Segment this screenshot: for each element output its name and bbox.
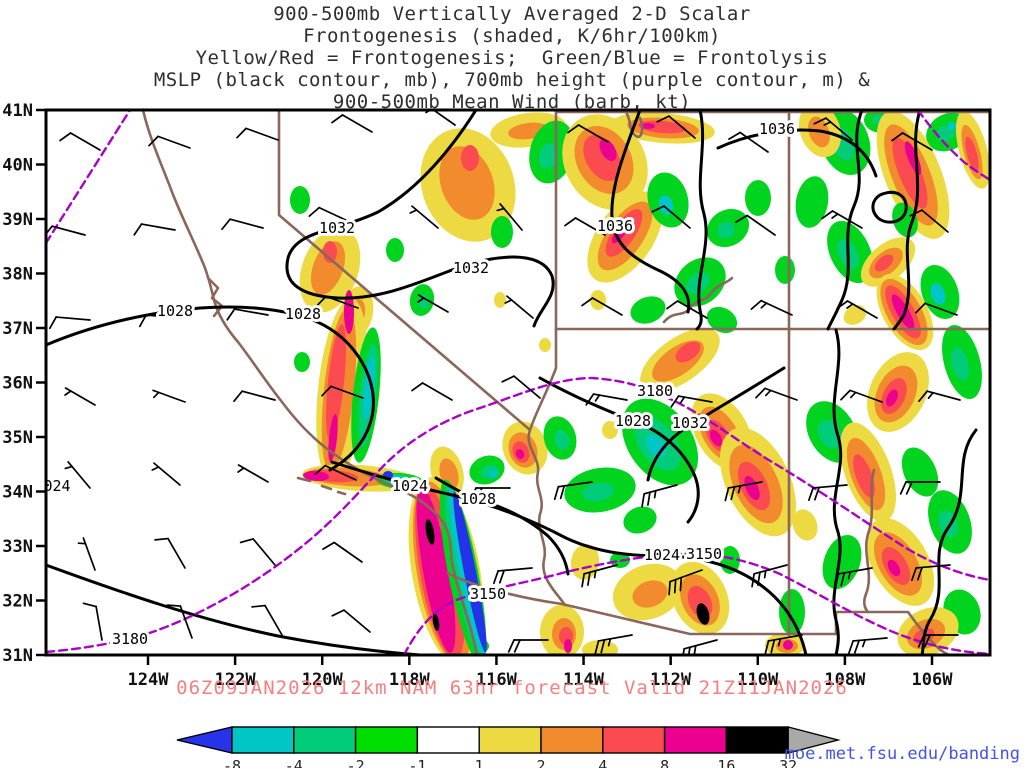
svg-text:1028: 1028 — [285, 305, 321, 323]
svg-text:34N: 34N — [2, 483, 33, 503]
svg-text:4: 4 — [598, 757, 607, 768]
svg-text:16: 16 — [717, 757, 735, 768]
svg-text:110W: 110W — [737, 670, 779, 690]
svg-text:118W: 118W — [389, 670, 431, 690]
svg-text:31N: 31N — [2, 646, 33, 666]
svg-text:35N: 35N — [2, 428, 33, 448]
svg-text:1032: 1032 — [319, 219, 355, 237]
svg-text:3180: 3180 — [112, 630, 148, 648]
svg-text:024: 024 — [43, 477, 70, 495]
svg-text:1036: 1036 — [597, 217, 633, 235]
title-line-1: 900-500mb Vertically Averaged 2-D Scalar — [273, 3, 751, 25]
svg-text:2: 2 — [536, 757, 545, 768]
svg-text:108W: 108W — [824, 670, 866, 690]
svg-text:-8: -8 — [223, 757, 241, 768]
svg-text:116W: 116W — [476, 670, 518, 690]
svg-text:1: 1 — [475, 757, 484, 768]
title-line-2: Frontogenesis (shaded, K/6hr/100km) — [303, 25, 721, 47]
svg-text:40N: 40N — [2, 156, 33, 176]
svg-text:1036: 1036 — [759, 120, 795, 138]
svg-text:-2: -2 — [347, 757, 365, 768]
svg-text:112W: 112W — [650, 670, 692, 690]
svg-text:1032: 1032 — [672, 414, 708, 432]
title-line-3: Yellow/Red = Frontogenesis; Green/Blue =… — [195, 47, 829, 69]
svg-text:122W: 122W — [215, 670, 257, 690]
svg-text:3150: 3150 — [470, 585, 506, 603]
svg-text:-4: -4 — [285, 757, 303, 768]
title-line-4: MSLP (black contour, mb), 700mb height (… — [153, 69, 871, 91]
svg-text:33N: 33N — [2, 537, 33, 557]
svg-text:106W: 106W — [912, 670, 954, 690]
svg-text:1028: 1028 — [615, 412, 651, 430]
svg-text:37N: 37N — [2, 319, 33, 339]
site-credit-link[interactable]: moe.met.fsu.edu/banding — [784, 744, 1020, 764]
svg-text:36N: 36N — [2, 374, 33, 394]
svg-text:1032: 1032 — [453, 259, 489, 277]
forecast-validity-text: 06Z09JAN2026 12km NAM 63hr forecast Vali… — [176, 677, 848, 699]
svg-text:120W: 120W — [302, 670, 344, 690]
svg-text:1024: 1024 — [392, 477, 428, 495]
svg-text:1024: 1024 — [644, 546, 680, 564]
svg-text:1028: 1028 — [460, 490, 496, 508]
svg-text:3180: 3180 — [637, 382, 673, 400]
svg-text:124W: 124W — [128, 670, 170, 690]
svg-text:41N: 41N — [2, 101, 33, 121]
svg-text:32N: 32N — [2, 592, 33, 612]
title-line-5: 900-500mb Mean Wind (barb, kt) — [332, 91, 692, 113]
svg-text:-1: -1 — [408, 757, 426, 768]
svg-text:114W: 114W — [563, 670, 605, 690]
svg-text:1028: 1028 — [157, 302, 193, 320]
svg-text:38N: 38N — [2, 265, 33, 285]
svg-text:8: 8 — [660, 757, 669, 768]
svg-text:39N: 39N — [2, 210, 33, 230]
svg-text:32: 32 — [779, 757, 797, 768]
svg-text:3150: 3150 — [686, 545, 722, 563]
